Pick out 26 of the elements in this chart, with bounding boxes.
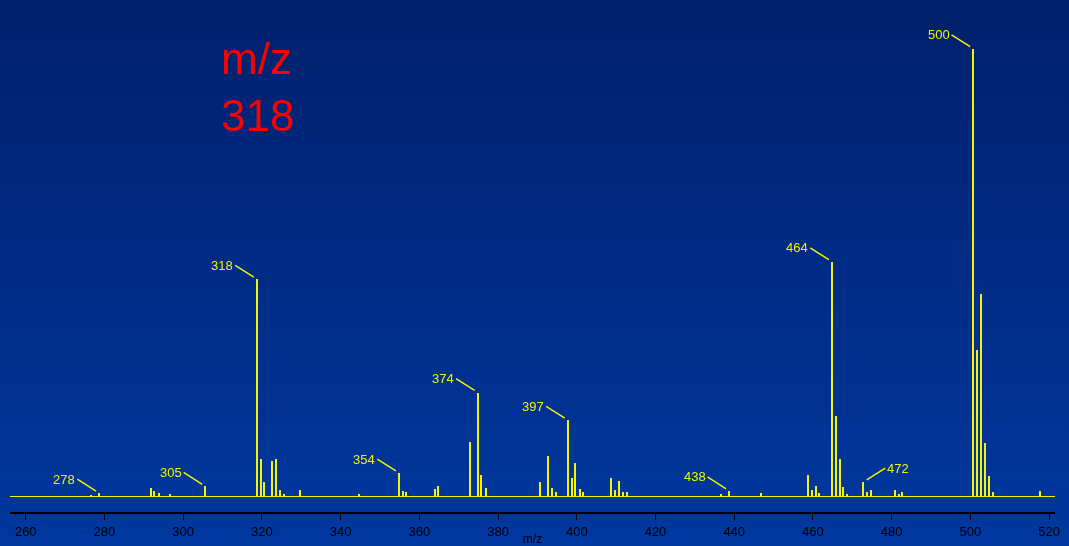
- x-tick-label: 460: [802, 523, 824, 539]
- annotation: 278: [53, 472, 75, 487]
- x-tick-label: 520: [1038, 523, 1060, 539]
- annotation: 305: [160, 465, 182, 480]
- x-tick-label: 500: [959, 523, 982, 539]
- x-tick-label: 380: [487, 523, 509, 539]
- annotation: 464: [786, 240, 808, 255]
- annotation: 374: [432, 371, 454, 386]
- x-tick-label: 360: [408, 523, 431, 539]
- annotation: m/z 318: [221, 34, 295, 141]
- x-tick-label: 340: [329, 523, 352, 539]
- x-tick-label: 300: [172, 523, 195, 539]
- annotation: 438: [684, 469, 706, 484]
- annotation: 318: [211, 258, 233, 273]
- x-tick-label: 480: [880, 523, 903, 539]
- x-tick-label: 260: [14, 523, 37, 539]
- annotation: 472: [887, 461, 909, 476]
- x-tick-label: 320: [251, 523, 273, 539]
- annotation: 397: [522, 399, 544, 414]
- x-tick-label: 280: [93, 523, 116, 539]
- annotation: 500: [928, 27, 950, 42]
- annotation: 354: [353, 452, 375, 467]
- x-tick-label: 440: [723, 523, 746, 539]
- x-tick-label: 400: [565, 523, 588, 539]
- x-tick-label: 420: [644, 523, 667, 539]
- x-axis-title: m/z: [522, 532, 543, 546]
